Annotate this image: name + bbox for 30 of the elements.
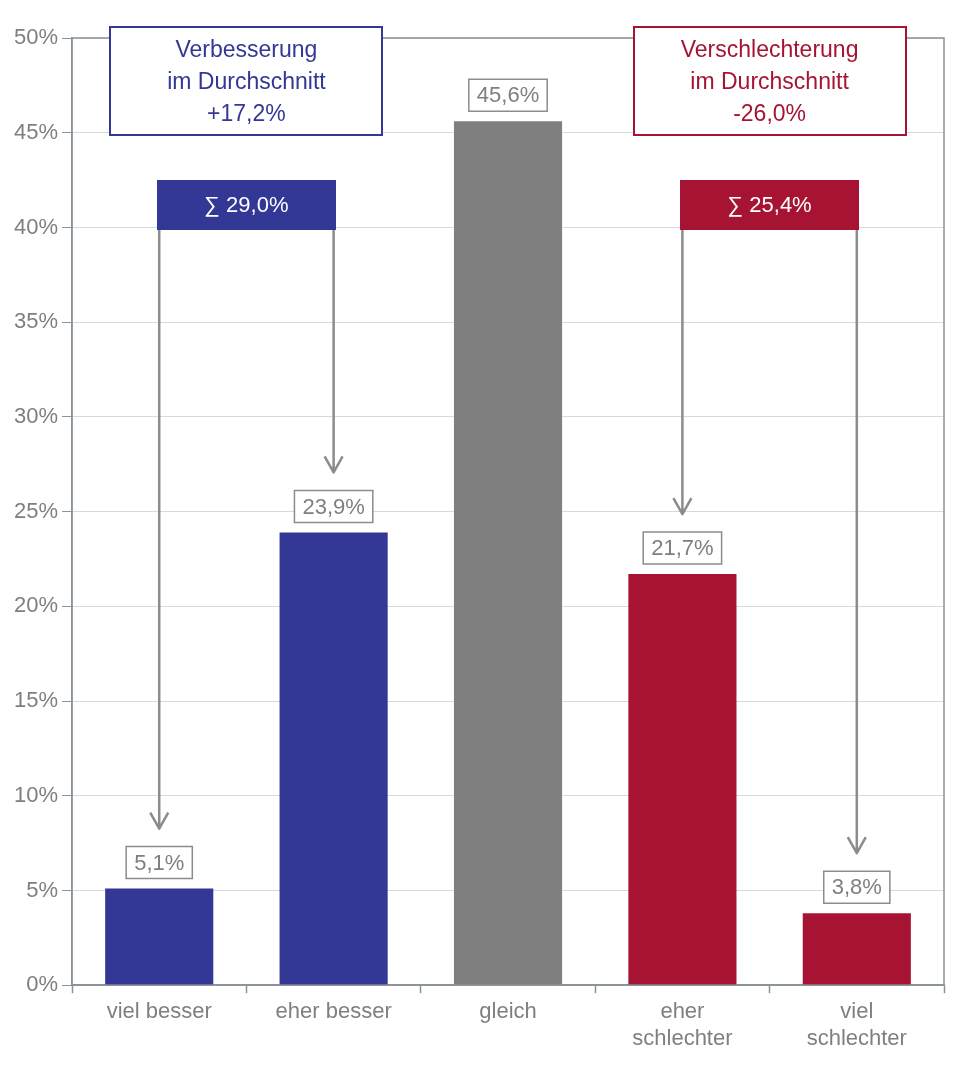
data-label: 3,8%	[831, 874, 882, 900]
y-tick-label: 35%	[13, 308, 59, 334]
y-tick-label: 30%	[13, 402, 59, 428]
annotation: ∑ 25,4%	[727, 192, 812, 218]
bar	[628, 574, 737, 985]
x-tick-label: eher schlechter	[632, 998, 733, 1050]
y-tick-label: 15%	[13, 687, 59, 713]
y-tick-label: 25%	[13, 497, 59, 523]
bar	[453, 121, 563, 985]
bar	[105, 888, 214, 985]
y-tick-label: 40%	[13, 213, 59, 239]
annotation: Verbesserung im Durchschnitt +17,2%	[167, 35, 326, 128]
data-label: 45,6%	[476, 82, 540, 108]
bar	[802, 913, 911, 985]
y-tick-label: 20%	[13, 592, 59, 618]
y-tick-label: 50%	[13, 24, 59, 50]
x-tick-label: gleich	[479, 998, 537, 1024]
y-tick-label: 5%	[26, 876, 59, 902]
y-tick-label: 10%	[13, 781, 59, 807]
x-tick-label: viel schlechter	[806, 998, 907, 1050]
x-tick-label: viel besser	[106, 998, 212, 1024]
data-label: 5,1%	[134, 849, 185, 875]
annotation: Verschlechterung im Durchschnitt -26,0%	[680, 35, 859, 128]
y-tick-label: 0%	[26, 971, 59, 997]
bar	[279, 532, 388, 985]
annotation: ∑ 29,0%	[204, 192, 289, 218]
data-label: 23,9%	[302, 493, 365, 519]
x-tick-label: eher besser	[275, 998, 392, 1024]
y-tick-label: 45%	[13, 118, 59, 144]
data-label: 21,7%	[651, 535, 714, 561]
